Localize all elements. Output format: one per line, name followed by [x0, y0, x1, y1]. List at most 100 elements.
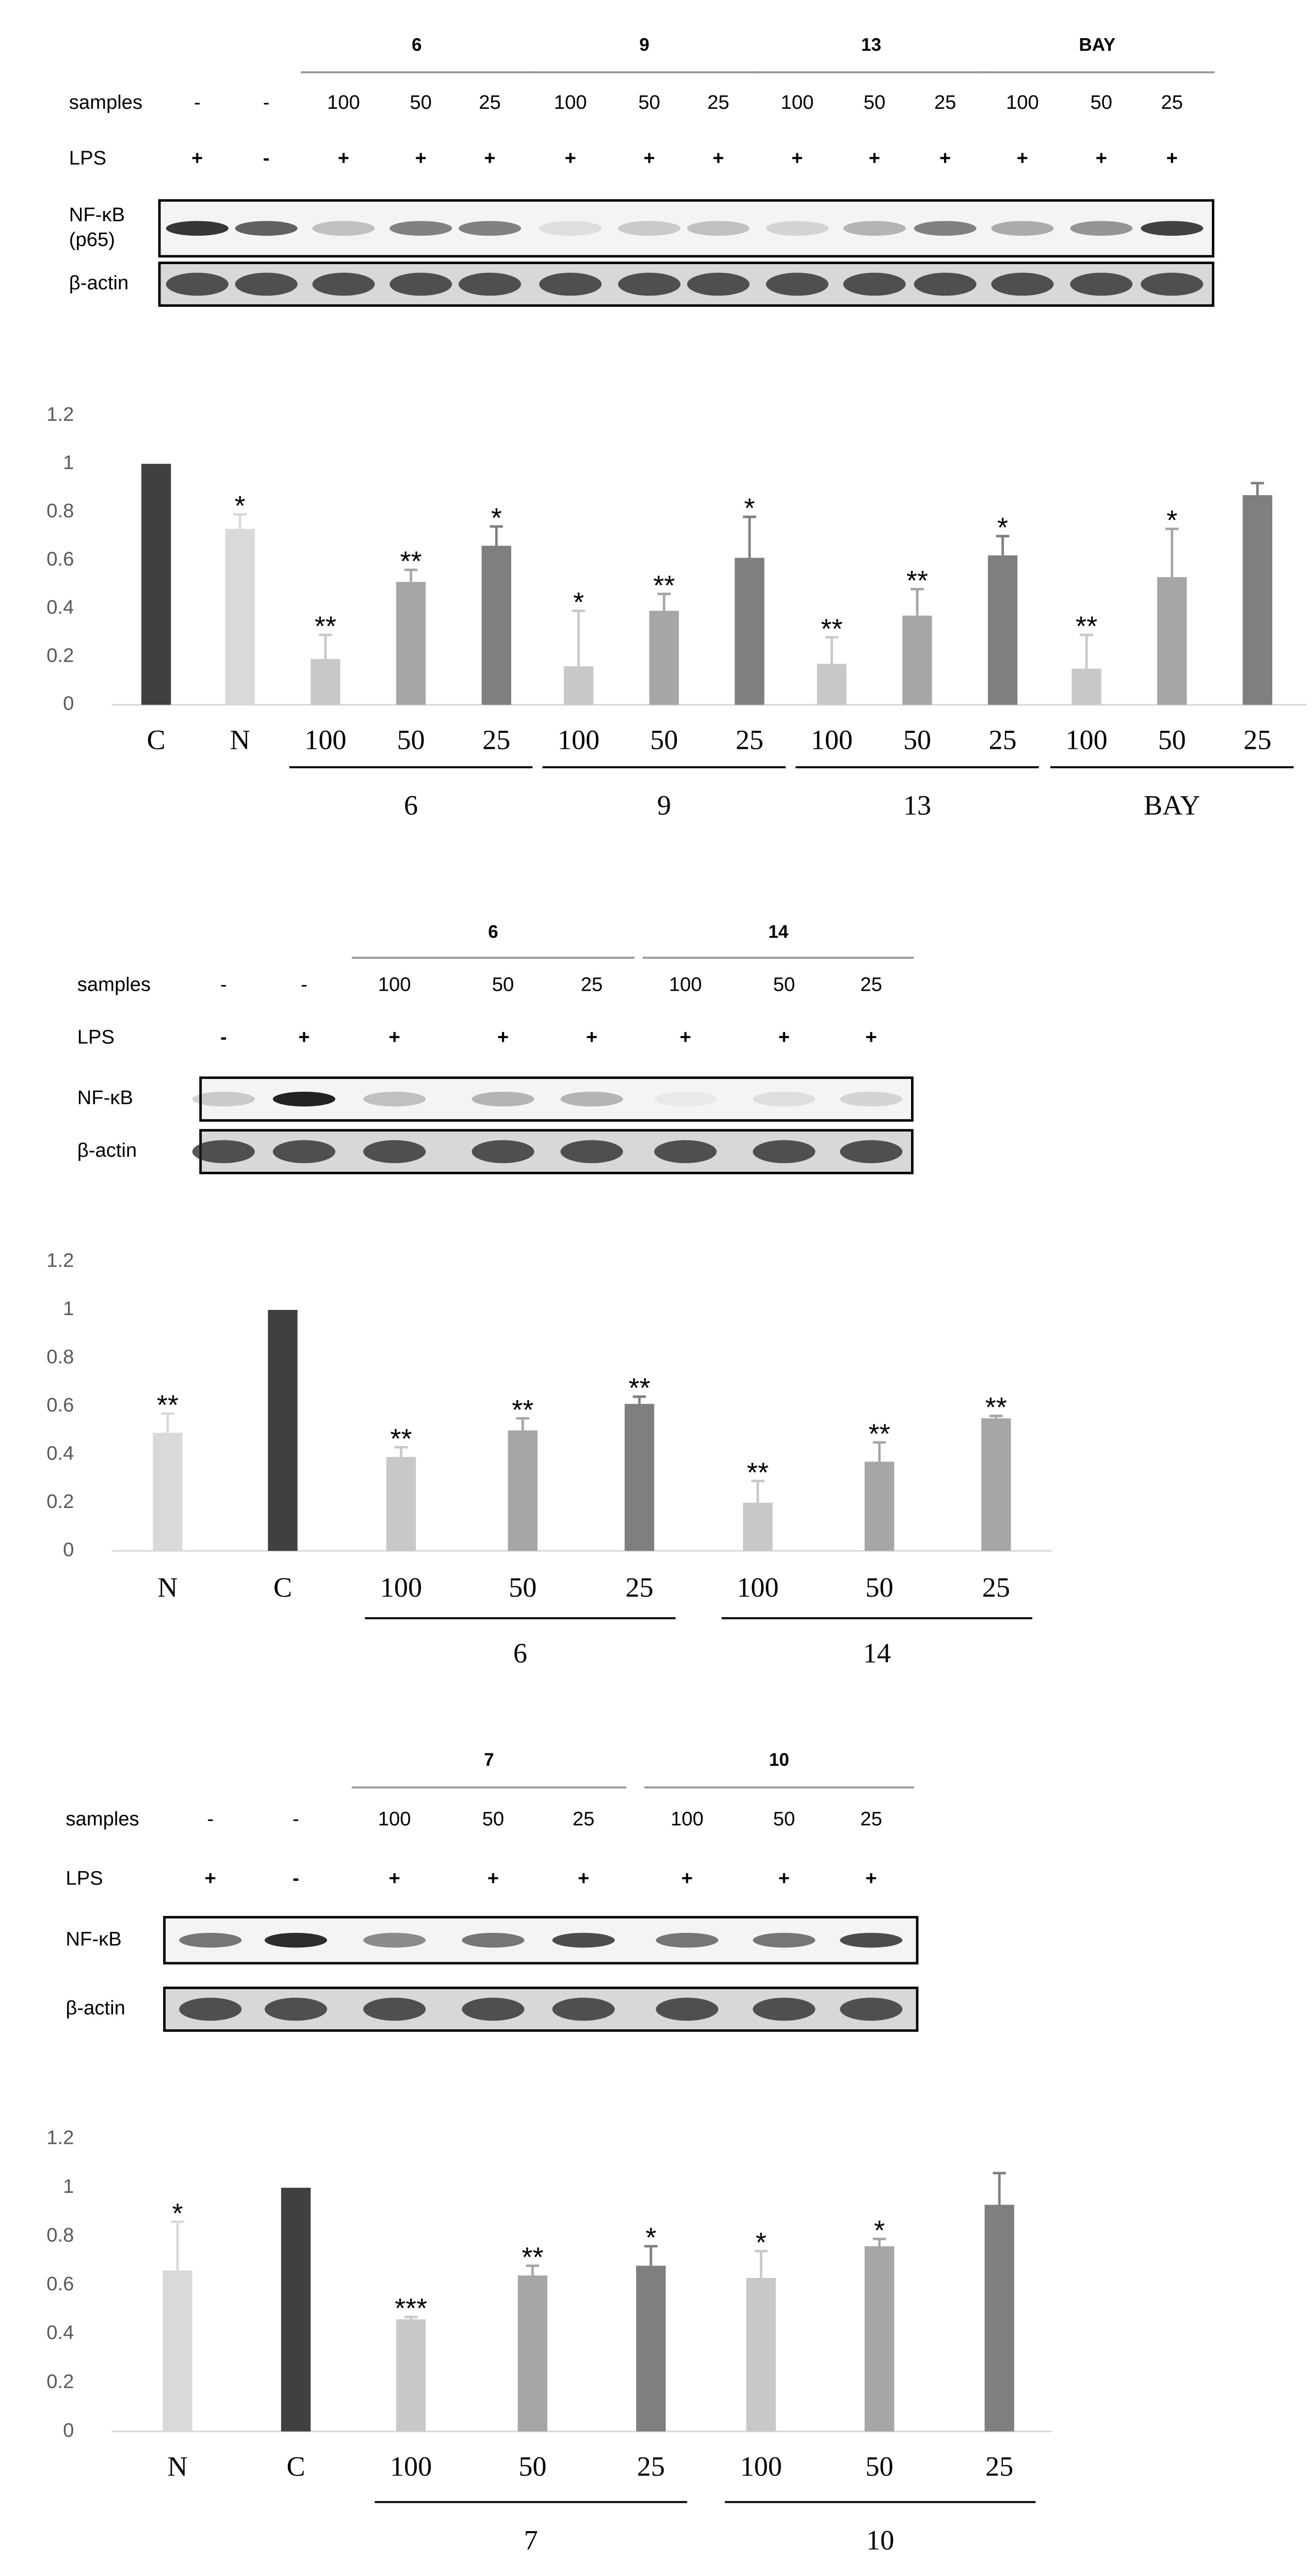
blot-sample: 100	[554, 91, 587, 113]
x-tick-label: 100	[390, 2451, 432, 2482]
blot-band	[753, 1140, 816, 1163]
blot-sample: 100	[781, 91, 814, 113]
blot-band	[1141, 272, 1204, 296]
blot-lps: +	[191, 147, 203, 169]
bar	[984, 2205, 1014, 2432]
blot-band	[843, 221, 906, 236]
blot-sample: -	[301, 973, 307, 995]
group-label: BAY	[1144, 790, 1200, 821]
y-tick-label: 0.8	[46, 2224, 74, 2246]
blot-lps: +	[578, 1867, 589, 1889]
bar	[743, 1502, 773, 1551]
blot-lps: +	[866, 1867, 877, 1889]
y-tick-label: 0	[63, 1538, 74, 1561]
bar	[1242, 495, 1273, 705]
bar	[281, 2188, 311, 2432]
blot-sample: 100	[327, 91, 360, 113]
blot-band	[462, 1997, 525, 2021]
blot-lps: +	[866, 1026, 877, 1048]
blot-lps: +	[681, 1867, 693, 1889]
blot-sample: 50	[864, 91, 886, 113]
y-tick-label: 0.6	[46, 1394, 74, 1416]
blot-band	[840, 1091, 903, 1107]
bar	[311, 659, 340, 705]
group-label: 7	[524, 2525, 538, 2556]
y-tick-label: 0.2	[46, 1490, 74, 1513]
x-tick-label: 100	[740, 2451, 782, 2482]
blot-group-label: 6	[412, 35, 421, 55]
blot-band	[654, 1140, 717, 1163]
blot-band	[914, 272, 977, 296]
blot-band	[552, 1997, 615, 2021]
blot-band	[363, 1140, 426, 1163]
blot-band	[840, 1140, 903, 1163]
blot-sample: 25	[1161, 91, 1183, 113]
y-tick-label: 1.2	[46, 403, 74, 425]
significance: *	[235, 490, 246, 521]
group-label: 13	[903, 790, 931, 821]
significance: *	[1166, 505, 1177, 536]
blot-lps: +	[389, 1026, 400, 1048]
blot-band	[458, 221, 522, 236]
blot-band	[560, 1140, 623, 1163]
blot-band	[312, 272, 375, 296]
significance: **	[821, 613, 842, 644]
blot-band	[192, 1140, 255, 1163]
blot-row-label: LPS	[66, 1867, 103, 1889]
significance: **	[747, 1457, 769, 1488]
bar	[386, 1456, 416, 1551]
y-tick-label: 0	[63, 2419, 74, 2441]
blot-row-label: samples	[69, 91, 142, 113]
blot-row-name: NF-κB	[77, 1087, 133, 1109]
blot-lps: +	[389, 1867, 400, 1889]
blot-lps: -	[293, 1867, 299, 1889]
y-tick-label: 1.2	[46, 2127, 74, 2149]
blot-lps: +	[484, 147, 495, 169]
blot-band	[840, 1997, 903, 2021]
blot-sample: 50	[492, 973, 514, 995]
y-tick-label: 1	[63, 451, 74, 473]
y-tick-label: 0.8	[46, 1346, 74, 1368]
blot-band	[618, 221, 681, 236]
x-tick-label: 100	[380, 1572, 422, 1603]
x-tick-label: 50	[1158, 724, 1186, 755]
blot-group-label: BAY	[1079, 35, 1115, 55]
blot-row-name: NF-κB	[69, 204, 125, 226]
group-label: 9	[657, 790, 671, 821]
bar	[981, 1418, 1011, 1551]
blot-band	[264, 1997, 328, 2021]
blot-band	[192, 1091, 255, 1107]
bar	[1072, 668, 1101, 705]
blot-sample: -	[220, 973, 227, 995]
significance: **	[157, 1389, 178, 1420]
blot-sample: 25	[707, 91, 729, 113]
group-label: 14	[863, 1637, 891, 1668]
blot-lps: +	[488, 1867, 499, 1889]
blot-band	[272, 1140, 335, 1163]
y-tick-label: 0.8	[46, 500, 74, 522]
blot-group-label: 6	[488, 922, 498, 942]
blot-lps: +	[939, 147, 951, 169]
blot-lps: +	[680, 1026, 691, 1048]
blot-band	[179, 1932, 242, 1948]
blot-lps: +	[497, 1026, 509, 1048]
significance: **	[522, 2242, 543, 2273]
x-tick-label: N	[157, 1572, 177, 1603]
blot-band	[914, 221, 977, 236]
blot-band	[843, 272, 906, 296]
y-tick-label: 0.4	[46, 2322, 74, 2344]
blot-row-name: (p65)	[69, 228, 115, 251]
blot-band	[235, 272, 298, 296]
x-tick-label: 100	[737, 1572, 778, 1603]
x-tick-label: 100	[304, 724, 346, 755]
blot-band	[991, 272, 1054, 296]
blot-band	[166, 272, 229, 296]
x-tick-label: N	[168, 2451, 188, 2482]
blot-sample: 50	[1091, 91, 1113, 113]
x-tick-label: 25	[637, 2451, 665, 2482]
blot-band	[462, 1932, 525, 1948]
blot-band	[166, 221, 229, 236]
blot-band	[363, 1997, 426, 2021]
blot-row-label: samples	[66, 1808, 139, 1830]
